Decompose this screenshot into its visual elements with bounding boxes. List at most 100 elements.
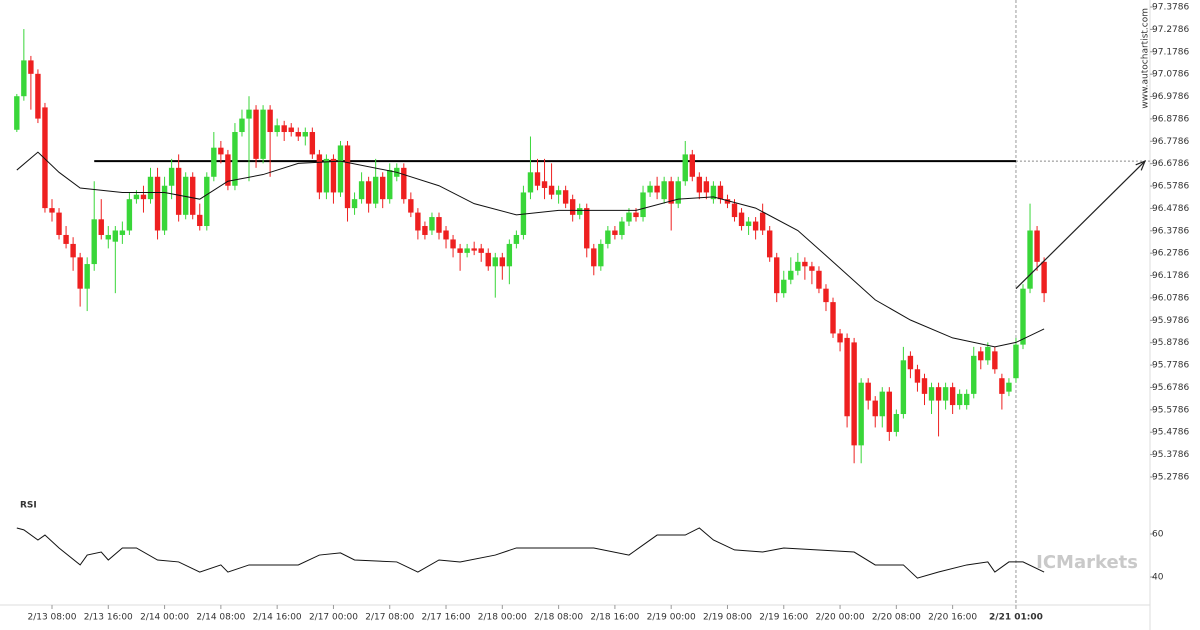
candle-body <box>302 132 309 137</box>
candle-body <box>204 176 210 227</box>
candle-body <box>668 181 674 204</box>
candle-body <box>802 261 808 267</box>
candle-body <box>91 219 97 265</box>
x-tick-label: 2/21 01:00 <box>989 613 1043 623</box>
x-tick-label: 2/20 08:00 <box>872 613 921 623</box>
candle-body <box>239 118 245 133</box>
candle-body <box>928 387 935 401</box>
candle-body <box>795 261 801 271</box>
candle-body <box>654 185 660 193</box>
x-tick-label: 2/14 16:00 <box>253 613 302 623</box>
candle-body <box>316 154 323 193</box>
x-tick-label: 2/17 08:00 <box>365 613 414 623</box>
candle-body <box>387 170 393 200</box>
candle-body <box>154 176 161 231</box>
candle-body <box>218 147 224 155</box>
candle-body <box>513 234 520 244</box>
forecast-arrow <box>1015 160 1146 290</box>
y-tick-label: 96.2786 <box>1152 249 1189 259</box>
candle-body <box>63 234 69 244</box>
candle-body <box>358 181 365 200</box>
y-tick-label: 96.3786 <box>1152 226 1189 236</box>
candle-body <box>190 176 196 215</box>
x-tick-label: 2/18 00:00 <box>478 613 527 623</box>
y-tick-label: 95.3786 <box>1152 450 1189 460</box>
candle-body <box>1013 344 1019 379</box>
candle-body <box>422 226 428 235</box>
candle-body <box>696 176 703 193</box>
moving-average <box>16 151 1045 348</box>
candle-body <box>126 199 133 231</box>
candle-body <box>147 176 154 200</box>
candle-body <box>942 387 949 401</box>
candle-body <box>464 248 470 253</box>
candle-body <box>985 346 991 361</box>
candle-body <box>337 145 344 193</box>
candle-body <box>964 393 970 406</box>
y-tick-label: 95.8786 <box>1152 338 1189 348</box>
y-tick-label: 95.6786 <box>1152 383 1189 393</box>
candle-body <box>548 185 555 195</box>
x-tick-label: 2/20 00:00 <box>816 613 865 623</box>
arrow-head <box>1135 160 1147 171</box>
y-tick-label: 96.1786 <box>1152 271 1189 281</box>
y-tick-label: 95.5786 <box>1152 405 1189 415</box>
candle-body <box>253 109 259 159</box>
rsi-label: RSI <box>20 501 37 511</box>
x-tick-label: 2/20 16:00 <box>928 613 977 623</box>
candle-body <box>774 257 780 294</box>
candle-body <box>577 208 583 215</box>
candle-body <box>534 172 541 186</box>
candle-body <box>731 203 738 218</box>
candle-body <box>640 192 646 218</box>
candle-body <box>246 109 252 119</box>
candle-body <box>759 212 766 231</box>
candle-body <box>907 355 914 370</box>
candle-body <box>161 185 168 231</box>
x-tick-label: 2/19 08:00 <box>703 613 752 623</box>
candle-body <box>429 217 435 231</box>
candle-body <box>605 230 611 244</box>
candle-body <box>35 73 41 119</box>
y-tick-label: 96.7786 <box>1152 137 1189 147</box>
candle-body <box>886 391 893 432</box>
candle-body <box>84 264 90 289</box>
candle-body <box>752 221 759 231</box>
candle-body <box>935 387 942 401</box>
candle-body <box>168 167 175 186</box>
y-tick-label: 96.9786 <box>1152 92 1189 102</box>
candle-body <box>471 248 477 251</box>
candle-body <box>830 302 836 334</box>
candle-body <box>457 248 463 253</box>
x-tick-label: 2/14 00:00 <box>140 613 189 623</box>
candle-body <box>858 382 864 446</box>
y-tick-label: 97.1786 <box>1152 47 1189 57</box>
candle-body <box>591 248 597 267</box>
candle-body <box>788 270 794 280</box>
candle-body <box>492 257 498 267</box>
candle-body <box>893 414 900 432</box>
candle-body <box>380 176 386 200</box>
y-tick-label: 96.0786 <box>1152 293 1189 303</box>
candle-body <box>724 199 731 204</box>
candle-body <box>260 109 266 159</box>
candle-body <box>119 230 126 235</box>
candle-body <box>682 154 688 182</box>
candle-body <box>619 221 625 235</box>
candle-body <box>197 214 203 227</box>
y-tick-label: 95.7786 <box>1152 361 1189 371</box>
candle-body <box>956 393 963 406</box>
candle-body <box>562 190 569 204</box>
candle-body <box>689 154 695 177</box>
candle-body <box>900 360 907 415</box>
candle-body <box>506 243 513 267</box>
candle-body <box>809 266 815 271</box>
candle-body <box>598 243 604 267</box>
candle-body <box>478 248 484 253</box>
candle-body <box>175 167 182 215</box>
candle-body <box>225 154 231 186</box>
candle-body <box>626 212 632 222</box>
candle-body <box>344 145 351 209</box>
candle-body <box>816 270 822 289</box>
